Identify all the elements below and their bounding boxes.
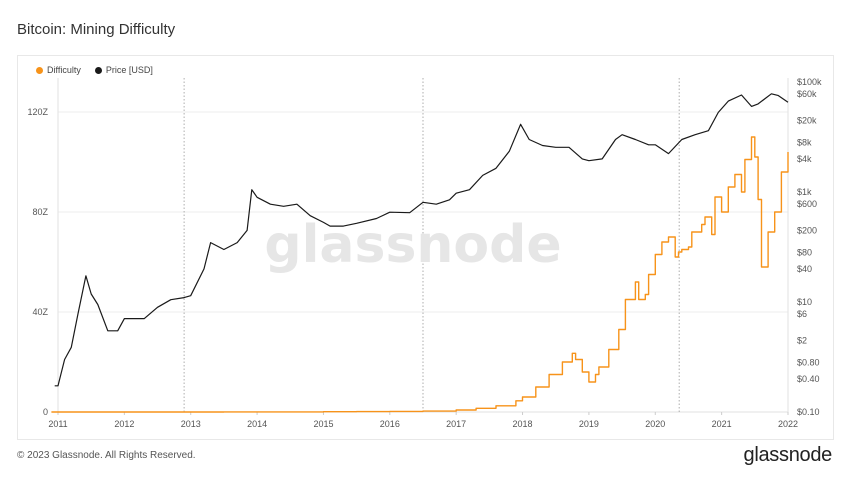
right-tick-label-15: $0.10 xyxy=(797,407,820,417)
right-tick-label-6: $600 xyxy=(797,199,817,209)
chart-frame xyxy=(17,55,834,440)
x-tick-label-9: 2020 xyxy=(645,419,665,429)
page-title: Bitcoin: Mining Difficulty xyxy=(17,21,176,38)
x-tick-label-1: 2012 xyxy=(114,419,134,429)
right-tick-label-5: $1k xyxy=(797,187,812,197)
x-tick-label-5: 2016 xyxy=(380,419,400,429)
legend-label-price: Price [USD] xyxy=(105,65,153,75)
right-tick-label-3: $8k xyxy=(797,137,812,147)
x-tick-label-4: 2015 xyxy=(313,419,333,429)
legend-dot-price xyxy=(94,66,102,74)
watermark-text: glassnode xyxy=(264,215,561,275)
chart-legend: Difficulty Price [USD] xyxy=(36,65,153,75)
right-tick-label-10: $10 xyxy=(797,297,812,307)
brand-logo-text: glassnode xyxy=(743,444,833,466)
right-tick-label-2: $20k xyxy=(797,115,817,125)
right-tick-label-14: $0.40 xyxy=(797,374,820,384)
right-tick-label-13: $0.80 xyxy=(797,357,820,367)
right-tick-label-4: $4k xyxy=(797,154,812,164)
right-tick-label-8: $80 xyxy=(797,247,812,257)
x-tick-label-2: 2013 xyxy=(181,419,201,429)
copyright-footer: © 2023 Glassnode. All Rights Reserved. xyxy=(17,450,196,461)
series-line-difficulty xyxy=(51,136,789,413)
legend-dot-difficulty xyxy=(36,66,43,74)
series-line-price xyxy=(54,93,789,387)
right-tick-label-7: $200 xyxy=(797,225,817,235)
x-tick-label-0: 2011 xyxy=(48,419,67,429)
legend-item-difficulty[interactable]: Difficulty xyxy=(36,65,81,75)
x-tick-label-3: 2014 xyxy=(247,419,267,429)
left-tick-label-0: 0 xyxy=(43,407,48,417)
x-tick-label-10: 2021 xyxy=(712,419,732,429)
x-tick-label-7: 2018 xyxy=(513,419,533,429)
x-tick-label-8: 2019 xyxy=(579,419,599,429)
x-tick-label-6: 2017 xyxy=(446,419,466,429)
legend-label-difficulty: Difficulty xyxy=(47,65,81,75)
left-tick-label-2: 80Z xyxy=(32,207,48,217)
x-tick-label-11: 2022 xyxy=(778,419,798,429)
right-tick-label-0: $100k xyxy=(797,77,822,87)
left-tick-label-1: 40Z xyxy=(32,307,48,317)
right-tick-label-11: $6 xyxy=(797,309,807,319)
right-tick-label-9: $40 xyxy=(797,264,812,274)
right-tick-label-12: $2 xyxy=(797,335,807,345)
right-tick-label-1: $60k xyxy=(797,89,817,99)
left-tick-label-3: 120Z xyxy=(27,107,48,117)
legend-item-price[interactable]: Price [USD] xyxy=(94,65,153,75)
